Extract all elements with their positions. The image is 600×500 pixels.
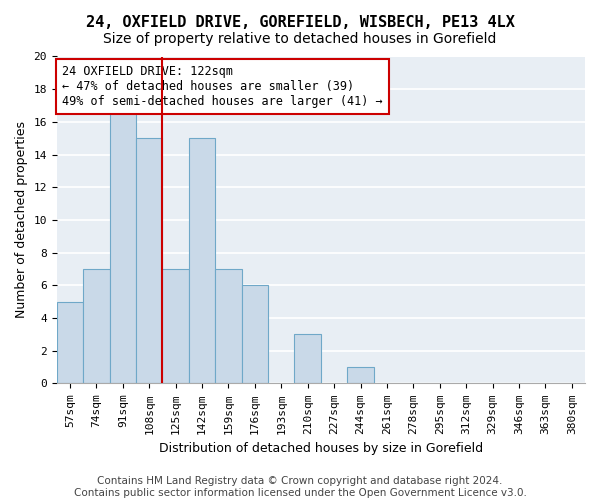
Text: 24 OXFIELD DRIVE: 122sqm
← 47% of detached houses are smaller (39)
49% of semi-d: 24 OXFIELD DRIVE: 122sqm ← 47% of detach… [62,64,383,108]
Bar [242,286,268,384]
Bar [215,269,242,384]
Bar [163,269,189,384]
Y-axis label: Number of detached properties: Number of detached properties [15,122,28,318]
Bar [83,269,110,384]
Bar [347,367,374,384]
X-axis label: Distribution of detached houses by size in Gorefield: Distribution of detached houses by size … [159,442,483,455]
Bar [136,138,163,384]
Text: Contains HM Land Registry data © Crown copyright and database right 2024.
Contai: Contains HM Land Registry data © Crown c… [74,476,526,498]
Text: Size of property relative to detached houses in Gorefield: Size of property relative to detached ho… [103,32,497,46]
Text: 24, OXFIELD DRIVE, GOREFIELD, WISBECH, PE13 4LX: 24, OXFIELD DRIVE, GOREFIELD, WISBECH, P… [86,15,514,30]
Bar [57,302,83,384]
Bar [295,334,321,384]
Bar [110,106,136,384]
Bar [189,138,215,384]
